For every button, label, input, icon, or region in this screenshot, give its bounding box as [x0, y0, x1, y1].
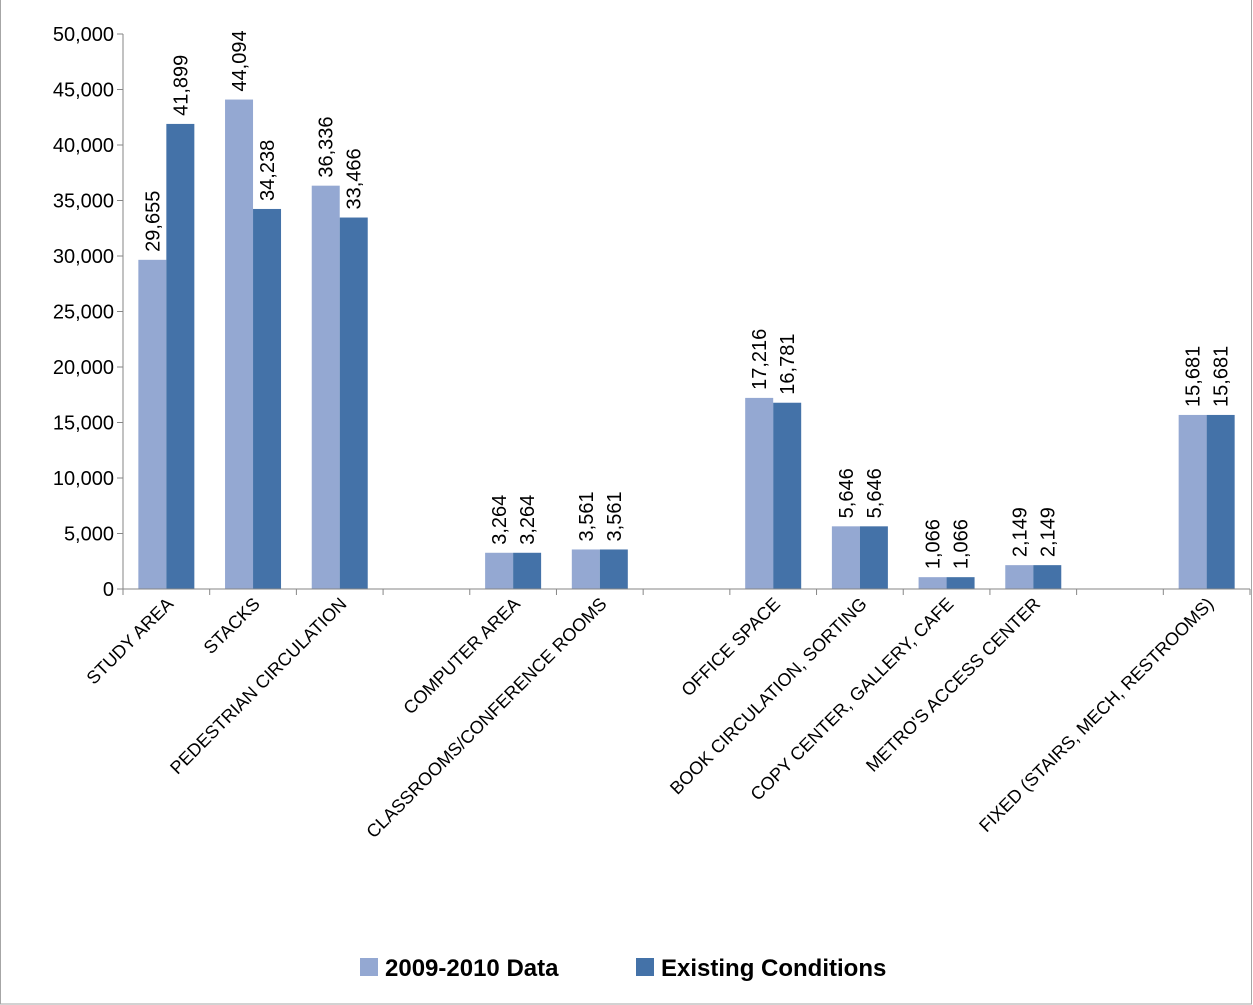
data-label: 33,466	[344, 148, 366, 209]
y-tick-label: 5,000	[64, 524, 114, 546]
data-label: 44,094	[229, 30, 251, 91]
y-tick-label: 20,000	[53, 357, 114, 379]
data-label: 16,781	[777, 334, 799, 395]
bar-series2	[599, 549, 628, 589]
bar-series2	[859, 526, 888, 589]
data-label: 5,646	[864, 468, 886, 518]
bar-series2	[946, 577, 975, 589]
data-label: 17,216	[749, 329, 771, 390]
data-label: 29,655	[142, 191, 164, 252]
data-label: 3,561	[576, 491, 598, 541]
data-label: 3,561	[604, 491, 626, 541]
bar-series2	[1033, 565, 1062, 589]
bar-series1	[485, 552, 514, 589]
legend-label: 2009-2010 Data	[385, 955, 559, 982]
x-tick-label: PEDESTRIAN CIRCULATION	[166, 594, 350, 778]
data-labels: 29,655 41,899 44,094 34,238 36,336 33,466 3,26…	[142, 30, 1232, 569]
bar-series1	[918, 577, 947, 589]
data-label: 36,336	[316, 116, 338, 177]
data-label: 3,264	[517, 495, 539, 545]
y-tick-label: 10,000	[53, 468, 114, 490]
bar-series1	[311, 185, 340, 589]
bar-series2	[773, 402, 802, 589]
data-label: 2,149	[1037, 507, 1059, 557]
bar-series1	[138, 259, 167, 589]
y-tick-label: 15,000	[53, 413, 114, 435]
bar-series2	[339, 217, 368, 589]
data-label: 15,681	[1183, 346, 1205, 407]
bar-series2	[253, 208, 282, 590]
y-tick-label: 25,000	[53, 302, 114, 324]
y-tick-label: 40,000	[53, 135, 114, 157]
legend: 2009-2010 Data Existing Conditions	[360, 955, 886, 982]
bar-series1	[225, 99, 254, 589]
bar-series1	[1178, 414, 1207, 589]
y-tick-label: 30,000	[53, 246, 114, 268]
bar-series1	[831, 526, 860, 589]
bar-series2	[166, 123, 195, 590]
y-tick-label: 0	[103, 579, 114, 601]
bar-series1	[1005, 565, 1034, 589]
legend-label: Existing Conditions	[661, 955, 886, 982]
y-tick-label: 45,000	[53, 80, 114, 102]
bars	[138, 99, 1235, 590]
y-tick-label: 35,000	[53, 191, 114, 213]
x-tick-label: STACKS	[200, 594, 264, 658]
legend-swatch	[360, 958, 378, 976]
data-label: 15,681	[1211, 346, 1233, 407]
data-label: 41,899	[170, 55, 192, 116]
y-axis: 0 5,000 10,000 15,000 20,000 25,000 30,000 35,0…	[53, 24, 124, 601]
data-label: 3,264	[489, 495, 511, 545]
y-tick-label: 50,000	[53, 24, 114, 46]
bar-series2	[1206, 414, 1235, 589]
bar-series2	[513, 552, 542, 589]
x-tick-label: METRO'S ACCESS CENTER	[862, 594, 1044, 776]
legend-swatch	[636, 958, 654, 976]
data-label: 34,238	[257, 140, 279, 201]
data-label: 5,646	[836, 468, 858, 518]
bar-series1	[571, 549, 600, 589]
data-label: 1,066	[951, 519, 973, 569]
data-label: 2,149	[1009, 507, 1031, 557]
data-label: 1,066	[923, 519, 945, 569]
x-tick-label: STUDY AREA	[83, 594, 178, 689]
bar-series1	[745, 397, 774, 589]
